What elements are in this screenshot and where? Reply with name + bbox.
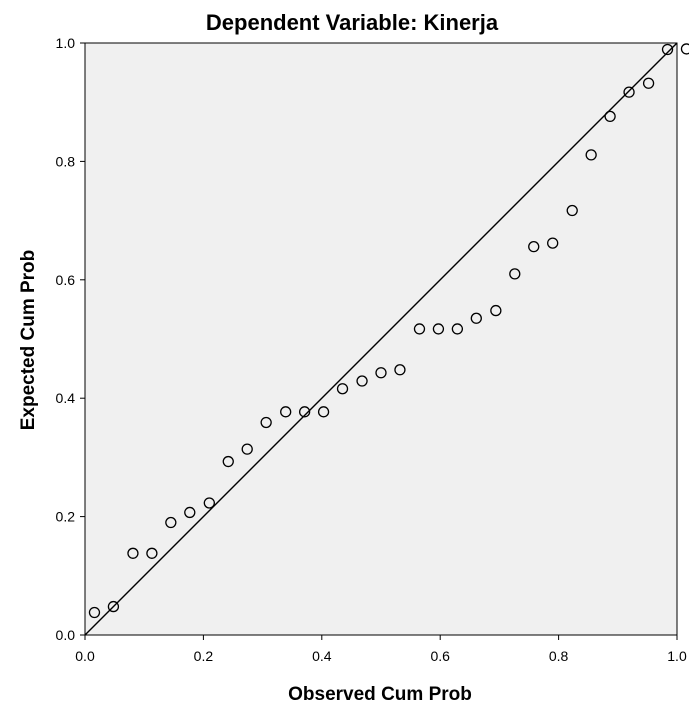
y-tick-label: 0.2: [56, 509, 76, 525]
data-point: [470, 312, 482, 324]
data-point: [317, 406, 330, 418]
data-point: [356, 375, 368, 387]
data-point: [298, 406, 311, 418]
x-axis-title: Observed Cum Prob: [288, 684, 472, 705]
data-point: [547, 237, 559, 249]
y-tick-label: 0.4: [56, 390, 76, 406]
x-axis: 0.0 0.2 0.4 0.6 0.8 1.0: [75, 635, 687, 664]
data-point: [432, 323, 445, 335]
data-point: [165, 516, 177, 529]
data-point: [260, 416, 272, 429]
reference-diagonal-line: [84, 42, 678, 636]
data-point: [490, 304, 502, 317]
x-tick-label: 0.0: [75, 648, 95, 664]
data-point: [528, 240, 540, 253]
data-point: [127, 547, 139, 559]
data-point: [222, 455, 234, 468]
data-point: [375, 367, 387, 379]
data-point: [146, 547, 158, 559]
x-tick-label: 0.2: [194, 648, 214, 664]
y-axis: 0.0 0.2 0.4 0.6 0.8 1.0: [56, 35, 85, 643]
y-tick-label: 1.0: [56, 35, 76, 51]
data-point: [107, 600, 120, 613]
x-tick-label: 0.4: [312, 648, 332, 664]
data-point: [394, 364, 406, 376]
chart-title: Dependent Variable: Kinerja: [206, 10, 499, 35]
data-point: [184, 506, 196, 519]
data-point: [509, 268, 521, 280]
data-point: [642, 77, 655, 89]
y-axis-title: Expected Cum Prob: [18, 250, 39, 431]
y-tick-label: 0.6: [56, 272, 76, 288]
data-point: [585, 149, 597, 161]
data-point: [280, 406, 292, 418]
data-point: [623, 86, 635, 98]
x-tick-label: 0.6: [430, 648, 450, 664]
data-point: [413, 323, 426, 335]
data-point: [88, 606, 101, 619]
data-point: [604, 110, 616, 123]
data-points: [88, 43, 689, 619]
data-point: [241, 443, 253, 455]
data-point: [680, 43, 689, 55]
data-point: [451, 323, 464, 335]
data-point: [661, 43, 674, 56]
data-point: [566, 204, 578, 217]
y-tick-label: 0.8: [56, 153, 76, 169]
data-point: [336, 383, 349, 395]
x-tick-label: 0.8: [549, 648, 569, 664]
y-tick-label: 0.0: [56, 627, 76, 643]
data-point: [203, 497, 215, 509]
x-tick-label: 1.0: [667, 648, 687, 664]
